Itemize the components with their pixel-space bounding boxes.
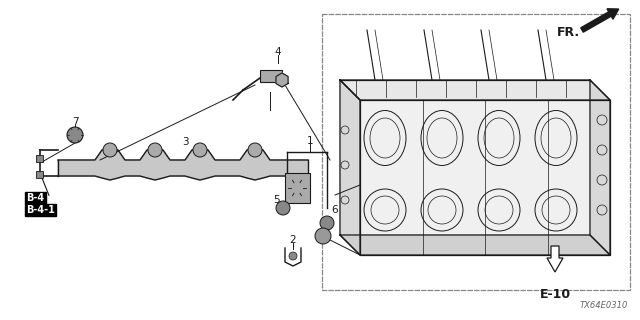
Text: 4: 4 [275, 47, 282, 57]
Bar [36, 171, 43, 178]
Bar [285, 173, 310, 203]
Circle shape [148, 143, 162, 157]
Polygon shape [547, 246, 563, 272]
Polygon shape [340, 235, 610, 255]
FancyArrow shape [580, 9, 619, 32]
Polygon shape [590, 80, 610, 255]
Bar [260, 70, 282, 82]
Polygon shape [276, 73, 288, 87]
Circle shape [67, 127, 83, 143]
Text: B-4-1: B-4-1 [26, 205, 55, 215]
Polygon shape [360, 100, 610, 255]
Text: TX64E0310: TX64E0310 [580, 301, 628, 310]
Polygon shape [340, 80, 610, 100]
Text: 3: 3 [182, 137, 188, 147]
Text: 2: 2 [290, 235, 296, 245]
Circle shape [103, 143, 117, 157]
Text: 1: 1 [307, 136, 314, 146]
Bar [36, 155, 43, 162]
Polygon shape [58, 148, 308, 180]
Circle shape [193, 143, 207, 157]
Circle shape [289, 252, 297, 260]
Text: B-4: B-4 [26, 193, 44, 203]
Text: E-10: E-10 [540, 288, 571, 301]
Circle shape [320, 216, 334, 230]
Circle shape [276, 201, 290, 215]
Bar [322, 14, 630, 290]
Circle shape [315, 228, 331, 244]
Text: FR.: FR. [557, 26, 580, 38]
Text: 6: 6 [332, 205, 339, 215]
Text: 7: 7 [72, 117, 78, 127]
Text: 5: 5 [273, 195, 280, 205]
Polygon shape [340, 80, 360, 255]
Circle shape [248, 143, 262, 157]
